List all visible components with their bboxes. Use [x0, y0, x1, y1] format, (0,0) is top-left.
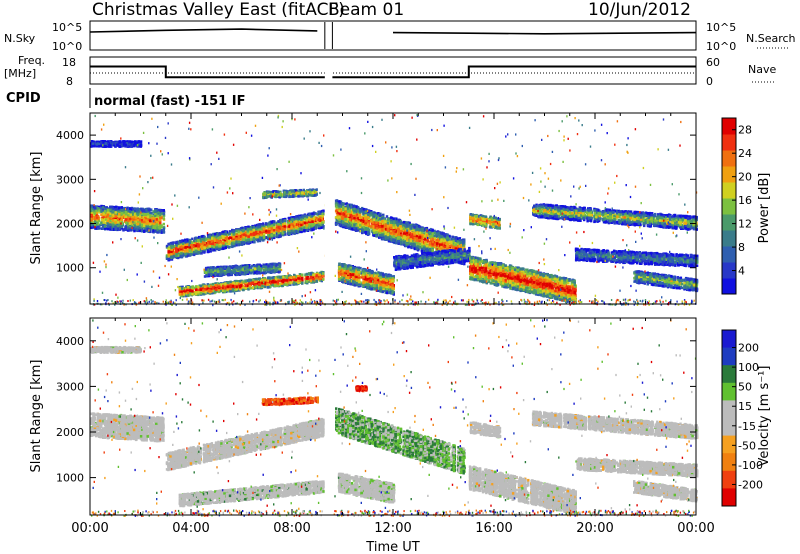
nave-label: Nave: [748, 63, 776, 76]
plot-title: Christmas Valley East (fitACF): [92, 0, 345, 20]
nave-tick-top: 60: [706, 56, 720, 69]
frequency-frame: [90, 57, 696, 84]
noise-data-gap: [325, 22, 333, 49]
noise-series: [90, 22, 696, 49]
frequency-series: [90, 58, 696, 83]
noise-panel: N.Sky N.Search 10^5 10^0 10^5 10^0: [4, 21, 796, 53]
cpid-row: CPID normal (fast) -151 IF: [6, 88, 245, 109]
power-scatter-field: [90, 114, 698, 306]
cpid-label: CPID: [6, 91, 41, 106]
freq-label-line2: [MHz]: [4, 67, 36, 80]
freq-label-line1: Freq.: [18, 54, 45, 67]
nsearch-label: N.Search: [746, 32, 796, 45]
cpid-text: normal (fast) -151 IF: [94, 94, 245, 109]
nsearch-tick-top: 10^5: [706, 21, 736, 34]
freq-tick-bottom: 8: [66, 75, 73, 88]
nsky-tick-top: 10^5: [52, 21, 82, 34]
date-label: 10/Jun/2012: [588, 0, 691, 20]
nsky-tick-bottom: 10^0: [52, 40, 82, 53]
frequency-line: [90, 67, 696, 78]
nave-tick-bottom: 0: [706, 75, 713, 88]
noise-frame: [90, 21, 696, 50]
frequency-data-gap: [325, 58, 333, 83]
frequency-panel: Freq. [MHz] 18 8 60 0 Nave: [4, 54, 776, 88]
nsearch-tick-bottom: 10^0: [706, 40, 736, 53]
beam-label: Beam 01: [328, 0, 404, 20]
noise-line: [90, 29, 696, 34]
freq-tick-top: 18: [62, 56, 76, 69]
power-cell: [149, 211, 151, 214]
nsky-label: N.Sky: [4, 32, 36, 45]
power-cell: [133, 230, 135, 233]
rti-figure: Christmas Valley East (fitACF) Beam 01 1…: [0, 0, 800, 554]
